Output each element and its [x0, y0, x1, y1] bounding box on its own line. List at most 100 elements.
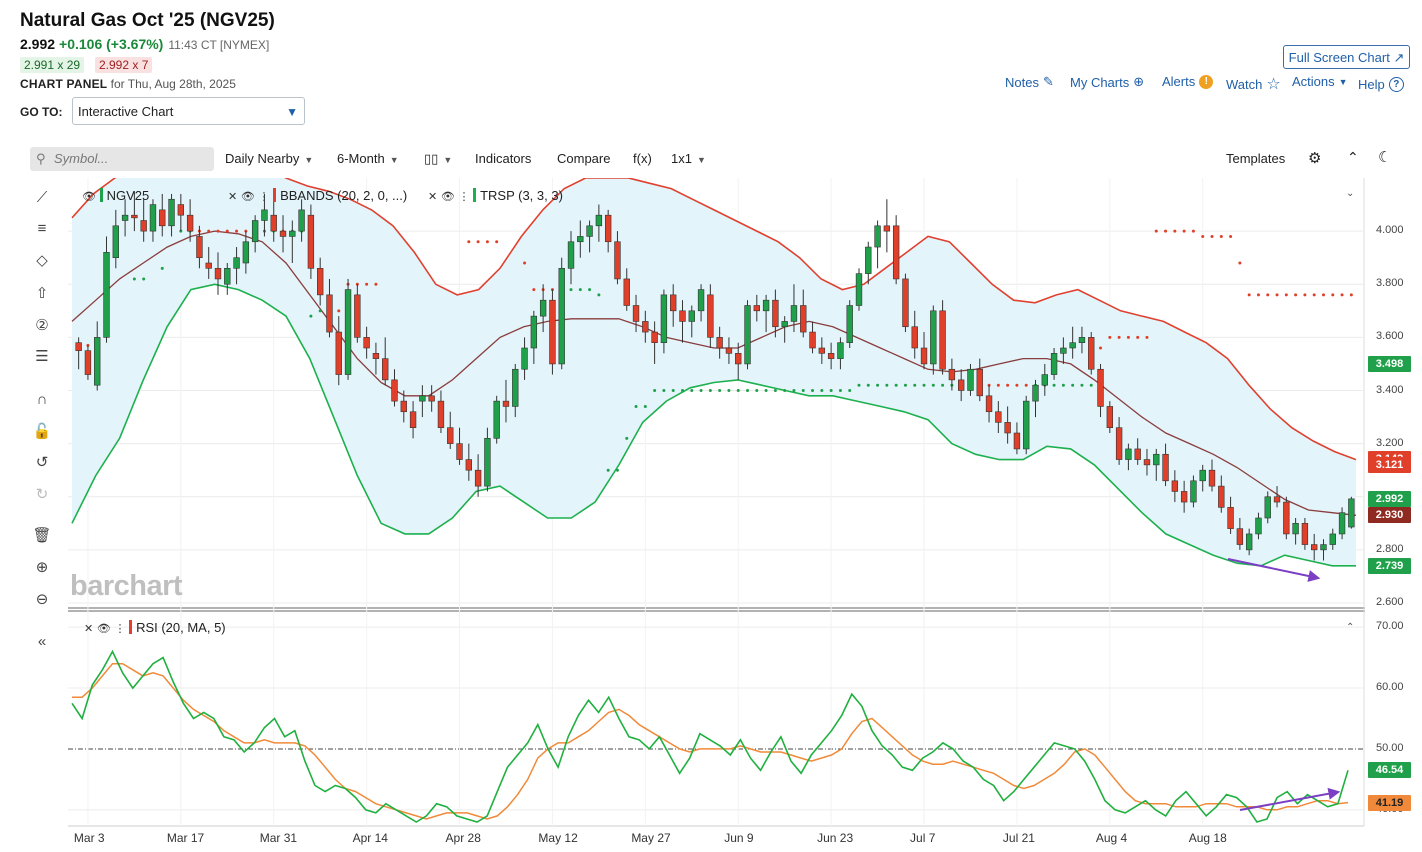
- zoom-in-icon[interactable]: ⊕: [35, 559, 49, 576]
- templates-button[interactable]: Templates: [1226, 151, 1286, 166]
- trsp-dot: [216, 229, 220, 233]
- candle: [94, 321, 101, 391]
- candle: [1236, 518, 1244, 550]
- measure-tool-icon[interactable]: ☰: [35, 348, 49, 365]
- candle: [521, 337, 528, 380]
- eye-icon[interactable]: 👁: [240, 191, 255, 203]
- trsp-dot: [1340, 293, 1344, 297]
- candle: [753, 294, 760, 322]
- candle: [270, 199, 277, 242]
- candle: [855, 268, 863, 311]
- trsp-dot: [1015, 383, 1019, 387]
- candle: [261, 193, 268, 237]
- trsp-dot: [699, 389, 703, 392]
- trsp-dot: [931, 383, 935, 387]
- trsp-dot: [792, 389, 796, 392]
- trsp-dot: [476, 240, 480, 244]
- candle: [1208, 459, 1216, 492]
- trsp-dot: [838, 389, 842, 392]
- date-tick-label: Mar 3: [73, 831, 105, 845]
- close-icon[interactable]: ✕: [428, 191, 438, 203]
- candle: [595, 204, 603, 242]
- trsp-dot: [1164, 229, 1168, 233]
- candle: [233, 247, 240, 285]
- eye-icon[interactable]: 👁: [440, 191, 455, 203]
- candle: [1320, 539, 1327, 561]
- candle: [205, 247, 212, 279]
- redo-icon[interactable]: ↻: [35, 486, 49, 503]
- candle: [307, 204, 315, 279]
- candle: [549, 289, 556, 375]
- help-link[interactable]: Help?: [1358, 77, 1404, 92]
- trsp-dot: [811, 389, 815, 392]
- chart-type-dropdown[interactable]: ▯▯ ▼: [424, 151, 452, 167]
- trendline-tool-icon[interactable]: ⟋: [36, 189, 48, 206]
- eye-icon[interactable]: 👁: [96, 623, 111, 635]
- caret-down-icon: ▼: [1338, 76, 1348, 87]
- more-icon[interactable]: ⋮: [114, 623, 126, 635]
- full-screen-chart-button[interactable]: Full Screen Chart ↗: [1283, 45, 1410, 69]
- trsp-dot: [1136, 335, 1140, 339]
- close-icon[interactable]: ✕: [228, 191, 238, 203]
- trsp-dot: [1191, 229, 1195, 233]
- candle: [382, 337, 389, 386]
- settings-gear-icon[interactable]: ⚙: [1308, 150, 1322, 167]
- zoom-out-icon[interactable]: ⊖: [35, 591, 49, 608]
- candle: [837, 337, 844, 370]
- indicators-button[interactable]: Indicators: [475, 151, 532, 166]
- trsp-dot: [1256, 293, 1260, 297]
- price-line: 2.992 +0.106 (+3.67%) 11:43 CT [NYMEX]: [20, 36, 269, 52]
- unlock-icon[interactable]: 🔓: [32, 423, 52, 440]
- collapse-pane-icon[interactable]: ⌄: [1346, 188, 1355, 199]
- price-divergence-arrow[interactable]: [1227, 558, 1321, 582]
- trsp-dot: [495, 240, 499, 244]
- magnet-icon[interactable]: ∩: [36, 391, 48, 408]
- trsp-dot: [160, 266, 164, 270]
- period-dropdown[interactable]: Daily Nearby ▼: [225, 151, 314, 166]
- function-button[interactable]: f(x): [633, 151, 652, 166]
- more-icon[interactable]: ⋮: [258, 191, 270, 203]
- candle: [651, 321, 658, 364]
- candle: [1218, 475, 1225, 513]
- candle: [911, 310, 918, 359]
- candle: [902, 273, 909, 333]
- trash-icon[interactable]: 🗑: [32, 527, 52, 544]
- range-dropdown[interactable]: 6-Month ▼: [337, 151, 399, 166]
- compare-button[interactable]: Compare: [557, 151, 611, 166]
- layout-dropdown[interactable]: 1x1 ▼: [671, 151, 706, 166]
- rsi-tick-label: 60.00: [1376, 681, 1404, 694]
- arrow-tool-icon[interactable]: ⇧: [35, 285, 49, 302]
- watch-link[interactable]: Watch ☆: [1226, 76, 1281, 93]
- price-tick-label: 2.800: [1376, 542, 1404, 555]
- quote-time: 11:43 CT [NYMEX]: [168, 38, 270, 52]
- collapse-sidebar-icon[interactable]: «: [37, 633, 47, 650]
- trsp-dot: [132, 277, 136, 281]
- trsp-dot: [829, 389, 833, 392]
- eye-icon[interactable]: 👁: [82, 191, 96, 203]
- collapse-pane-icon[interactable]: ⌃: [1346, 622, 1355, 633]
- legend-trsp: ✕ 👁 ⋮ TRSP (3, 3, 3): [428, 188, 563, 203]
- candle: [1301, 518, 1309, 550]
- trsp-dot: [1052, 383, 1056, 387]
- fibonacci-tool-icon[interactable]: ≡: [37, 220, 47, 237]
- candle: [344, 278, 352, 380]
- rsi-divergence-arrow[interactable]: [1239, 787, 1341, 811]
- undo-icon[interactable]: ↺: [35, 454, 49, 471]
- candle: [697, 284, 705, 322]
- dark-mode-moon-icon[interactable]: ☾: [1378, 149, 1392, 166]
- shapes-tool-icon[interactable]: ◇: [36, 252, 48, 269]
- my-charts-link[interactable]: My Charts ⊕: [1070, 74, 1145, 90]
- collapse-icon[interactable]: ⌃: [1347, 149, 1359, 165]
- candle: [177, 193, 185, 232]
- goto-select[interactable]: Interactive Chart ▼: [72, 97, 305, 125]
- symbol-search-input[interactable]: Symbol...: [30, 147, 214, 171]
- alerts-link[interactable]: Alerts!: [1162, 74, 1214, 89]
- actions-menu[interactable]: Actions ▼: [1292, 74, 1348, 89]
- trsp-dot: [1210, 234, 1214, 238]
- number-marker-icon[interactable]: ②: [35, 317, 49, 334]
- trsp-dot: [1312, 293, 1316, 297]
- more-icon[interactable]: ⋮: [458, 191, 470, 203]
- trsp-dot: [309, 314, 313, 318]
- close-icon[interactable]: ✕: [84, 623, 94, 635]
- notes-link[interactable]: Notes ✎: [1005, 74, 1054, 90]
